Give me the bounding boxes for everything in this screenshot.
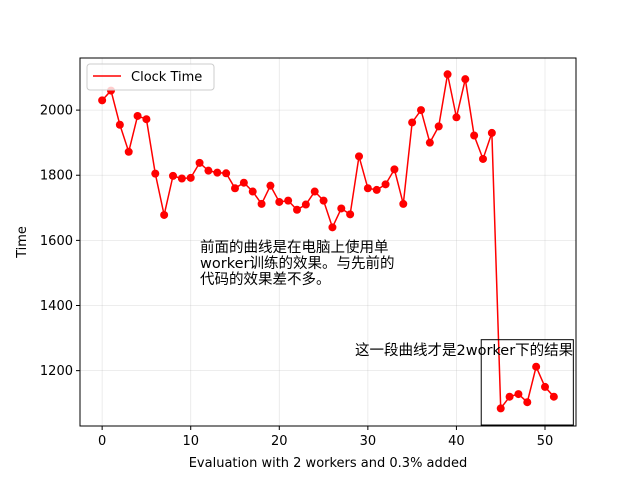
- data-point: [514, 390, 523, 399]
- data-point: [443, 70, 452, 79]
- data-point: [142, 115, 151, 124]
- highlight-box: [480, 339, 574, 426]
- data-point: [532, 362, 541, 371]
- data-point: [115, 120, 124, 129]
- data-point: [284, 196, 293, 205]
- data-point: [487, 128, 496, 137]
- data-point: [98, 96, 107, 105]
- data-point: [319, 196, 328, 205]
- data-point: [363, 184, 372, 193]
- data-point: [186, 173, 195, 182]
- legend-box: [86, 63, 215, 91]
- data-point: [169, 171, 177, 180]
- data-point: [399, 199, 408, 208]
- data-point: [425, 138, 434, 147]
- y-tick-label: 1400: [40, 299, 73, 314]
- data-point: [549, 392, 558, 401]
- data-point: [328, 223, 337, 232]
- data-point: [461, 75, 470, 84]
- legend: Clock Time: [86, 63, 215, 91]
- annotation-text: 代码的效果差不多。: [200, 271, 331, 288]
- data-point: [177, 174, 186, 183]
- data-point: [213, 168, 222, 177]
- y-tick-label: 2000: [40, 104, 73, 119]
- data-point: [151, 169, 160, 178]
- annotation-text: 这一段曲线才是2worker下的结果: [355, 342, 573, 359]
- data-point: [390, 165, 399, 174]
- data-point: [248, 187, 257, 196]
- data-point: [310, 187, 319, 196]
- x-tick-label: 50: [537, 434, 554, 449]
- annotation-text: 前面的曲线是在电脑上使用单: [200, 239, 389, 256]
- y-tick-label: 1600: [40, 234, 73, 249]
- x-axis-label: Evaluation with 2 workers and 0.3% added: [189, 456, 468, 471]
- data-point: [496, 404, 505, 413]
- series-line-clock-time: [101, 74, 555, 411]
- data-point: [204, 166, 213, 175]
- data-point: [195, 158, 204, 167]
- x-tick-label: 40: [448, 434, 465, 449]
- data-point: [479, 154, 487, 163]
- plot-frame: [79, 57, 577, 427]
- data-point: [505, 392, 514, 401]
- data-point: [434, 122, 443, 131]
- data-points: [98, 70, 558, 413]
- data-point: [239, 178, 248, 187]
- legend-label-clock-time: Clock Time: [131, 70, 202, 85]
- data-point: [372, 185, 381, 194]
- x-tick-label: 30: [360, 434, 377, 449]
- data-point: [355, 152, 363, 161]
- x-tick-label: 10: [182, 434, 199, 449]
- data-point: [124, 147, 133, 156]
- data-point: [381, 180, 390, 189]
- data-point: [160, 210, 169, 219]
- x-axis: 0 10 20 30 40 50: [98, 426, 553, 449]
- data-point: [346, 210, 355, 219]
- data-point: [275, 197, 284, 206]
- y-tick-label: 1800: [40, 169, 73, 184]
- y-axis-label: Time: [15, 226, 30, 259]
- data-point: [541, 382, 549, 391]
- data-point: [417, 106, 425, 115]
- annotations: 前面的曲线是在电脑上使用单worker训练的效果。与先前的代码的效果差不多。这一…: [200, 239, 573, 359]
- annotation-text: worker训练的效果。与先前的: [200, 255, 394, 272]
- data-point: [523, 398, 532, 407]
- data-point: [266, 181, 275, 190]
- data-point: [470, 131, 479, 140]
- x-tick-label: 0: [98, 434, 106, 449]
- data-point: [222, 169, 231, 178]
- data-point: [301, 200, 310, 209]
- x-tick-label: 20: [271, 434, 288, 449]
- data-point: [452, 113, 461, 122]
- y-axis: 1200 1400 1600 1800 2000: [40, 104, 80, 379]
- data-point: [257, 199, 266, 208]
- data-point: [293, 205, 301, 214]
- data-point: [337, 204, 346, 213]
- data-point: [231, 184, 239, 193]
- data-point: [133, 111, 142, 120]
- y-tick-label: 1200: [40, 364, 73, 379]
- data-point: [408, 118, 417, 127]
